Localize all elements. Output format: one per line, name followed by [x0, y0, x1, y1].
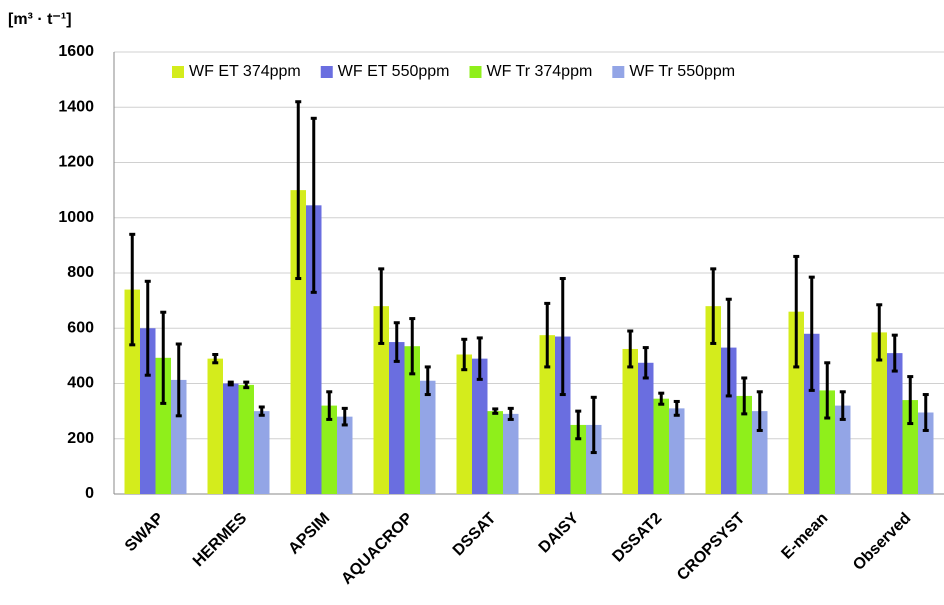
bar	[586, 424, 602, 494]
y-tick-label: 0	[85, 485, 94, 502]
bar	[539, 335, 555, 494]
x-tick-label: DSSAT	[450, 510, 500, 560]
bar	[155, 357, 171, 494]
bar	[207, 358, 223, 494]
legend-label: WF Tr 550ppm	[629, 63, 735, 80]
bar	[887, 353, 903, 494]
x-tick-label: APSIM	[285, 510, 333, 558]
bar	[124, 289, 140, 494]
x-tick-label: AQUACROP	[338, 510, 416, 588]
legend-swatch	[172, 66, 184, 78]
bar	[487, 411, 503, 494]
x-tick-label: Observed	[850, 510, 914, 574]
legend-label: WF ET 550ppm	[338, 63, 450, 80]
legend-swatch	[469, 66, 482, 78]
bar	[669, 408, 685, 494]
bar	[555, 336, 571, 494]
bar	[337, 416, 353, 494]
bar	[306, 205, 322, 494]
bar	[456, 354, 472, 494]
bar	[622, 348, 638, 494]
y-tick-label: 1200	[58, 154, 94, 171]
x-tick-label: DSSAT2	[609, 510, 665, 566]
y-tick-label: 1000	[58, 209, 94, 226]
bar	[389, 342, 405, 494]
x-tick-label: E-mean	[778, 510, 831, 563]
x-tick-label: SWAP	[122, 510, 168, 556]
bar	[736, 395, 752, 494]
bar	[804, 333, 820, 494]
bar	[404, 346, 420, 494]
legend-label: WF Tr 374ppm	[487, 63, 593, 80]
bar	[373, 306, 389, 494]
bar	[638, 362, 654, 494]
bar	[918, 412, 934, 494]
y-tick-label: 400	[67, 375, 94, 392]
y-tick-label: 800	[67, 264, 94, 281]
bar	[290, 190, 306, 494]
bar	[171, 379, 187, 494]
legend-swatch	[612, 66, 625, 78]
y-tick-label: 1400	[58, 98, 94, 115]
bar	[321, 405, 337, 494]
bar	[721, 347, 737, 494]
x-tick-label: CROPSYST	[674, 510, 748, 584]
y-tick-label: 200	[67, 430, 94, 447]
bar	[140, 328, 156, 494]
bar	[238, 384, 254, 494]
bar	[788, 311, 804, 494]
bar	[705, 306, 721, 494]
y-tick-label: 1600	[58, 43, 94, 60]
bar	[819, 390, 835, 494]
bar	[902, 400, 918, 494]
bar	[871, 332, 887, 494]
x-tick-label: DAISY	[536, 510, 583, 557]
legend-swatch	[320, 66, 333, 78]
y-axis-label: [m³ · t⁻¹]	[8, 11, 72, 28]
x-tick-label: HERMES	[190, 510, 251, 571]
bar	[420, 380, 436, 494]
bar	[570, 424, 586, 494]
legend-label: WF ET 374ppm	[189, 63, 301, 80]
bar	[835, 405, 851, 494]
y-tick-label: 600	[67, 319, 94, 336]
bar	[653, 398, 669, 494]
bar	[472, 358, 488, 494]
bar	[254, 411, 270, 494]
bar	[752, 411, 768, 494]
bar	[223, 383, 239, 494]
bar	[503, 413, 519, 494]
